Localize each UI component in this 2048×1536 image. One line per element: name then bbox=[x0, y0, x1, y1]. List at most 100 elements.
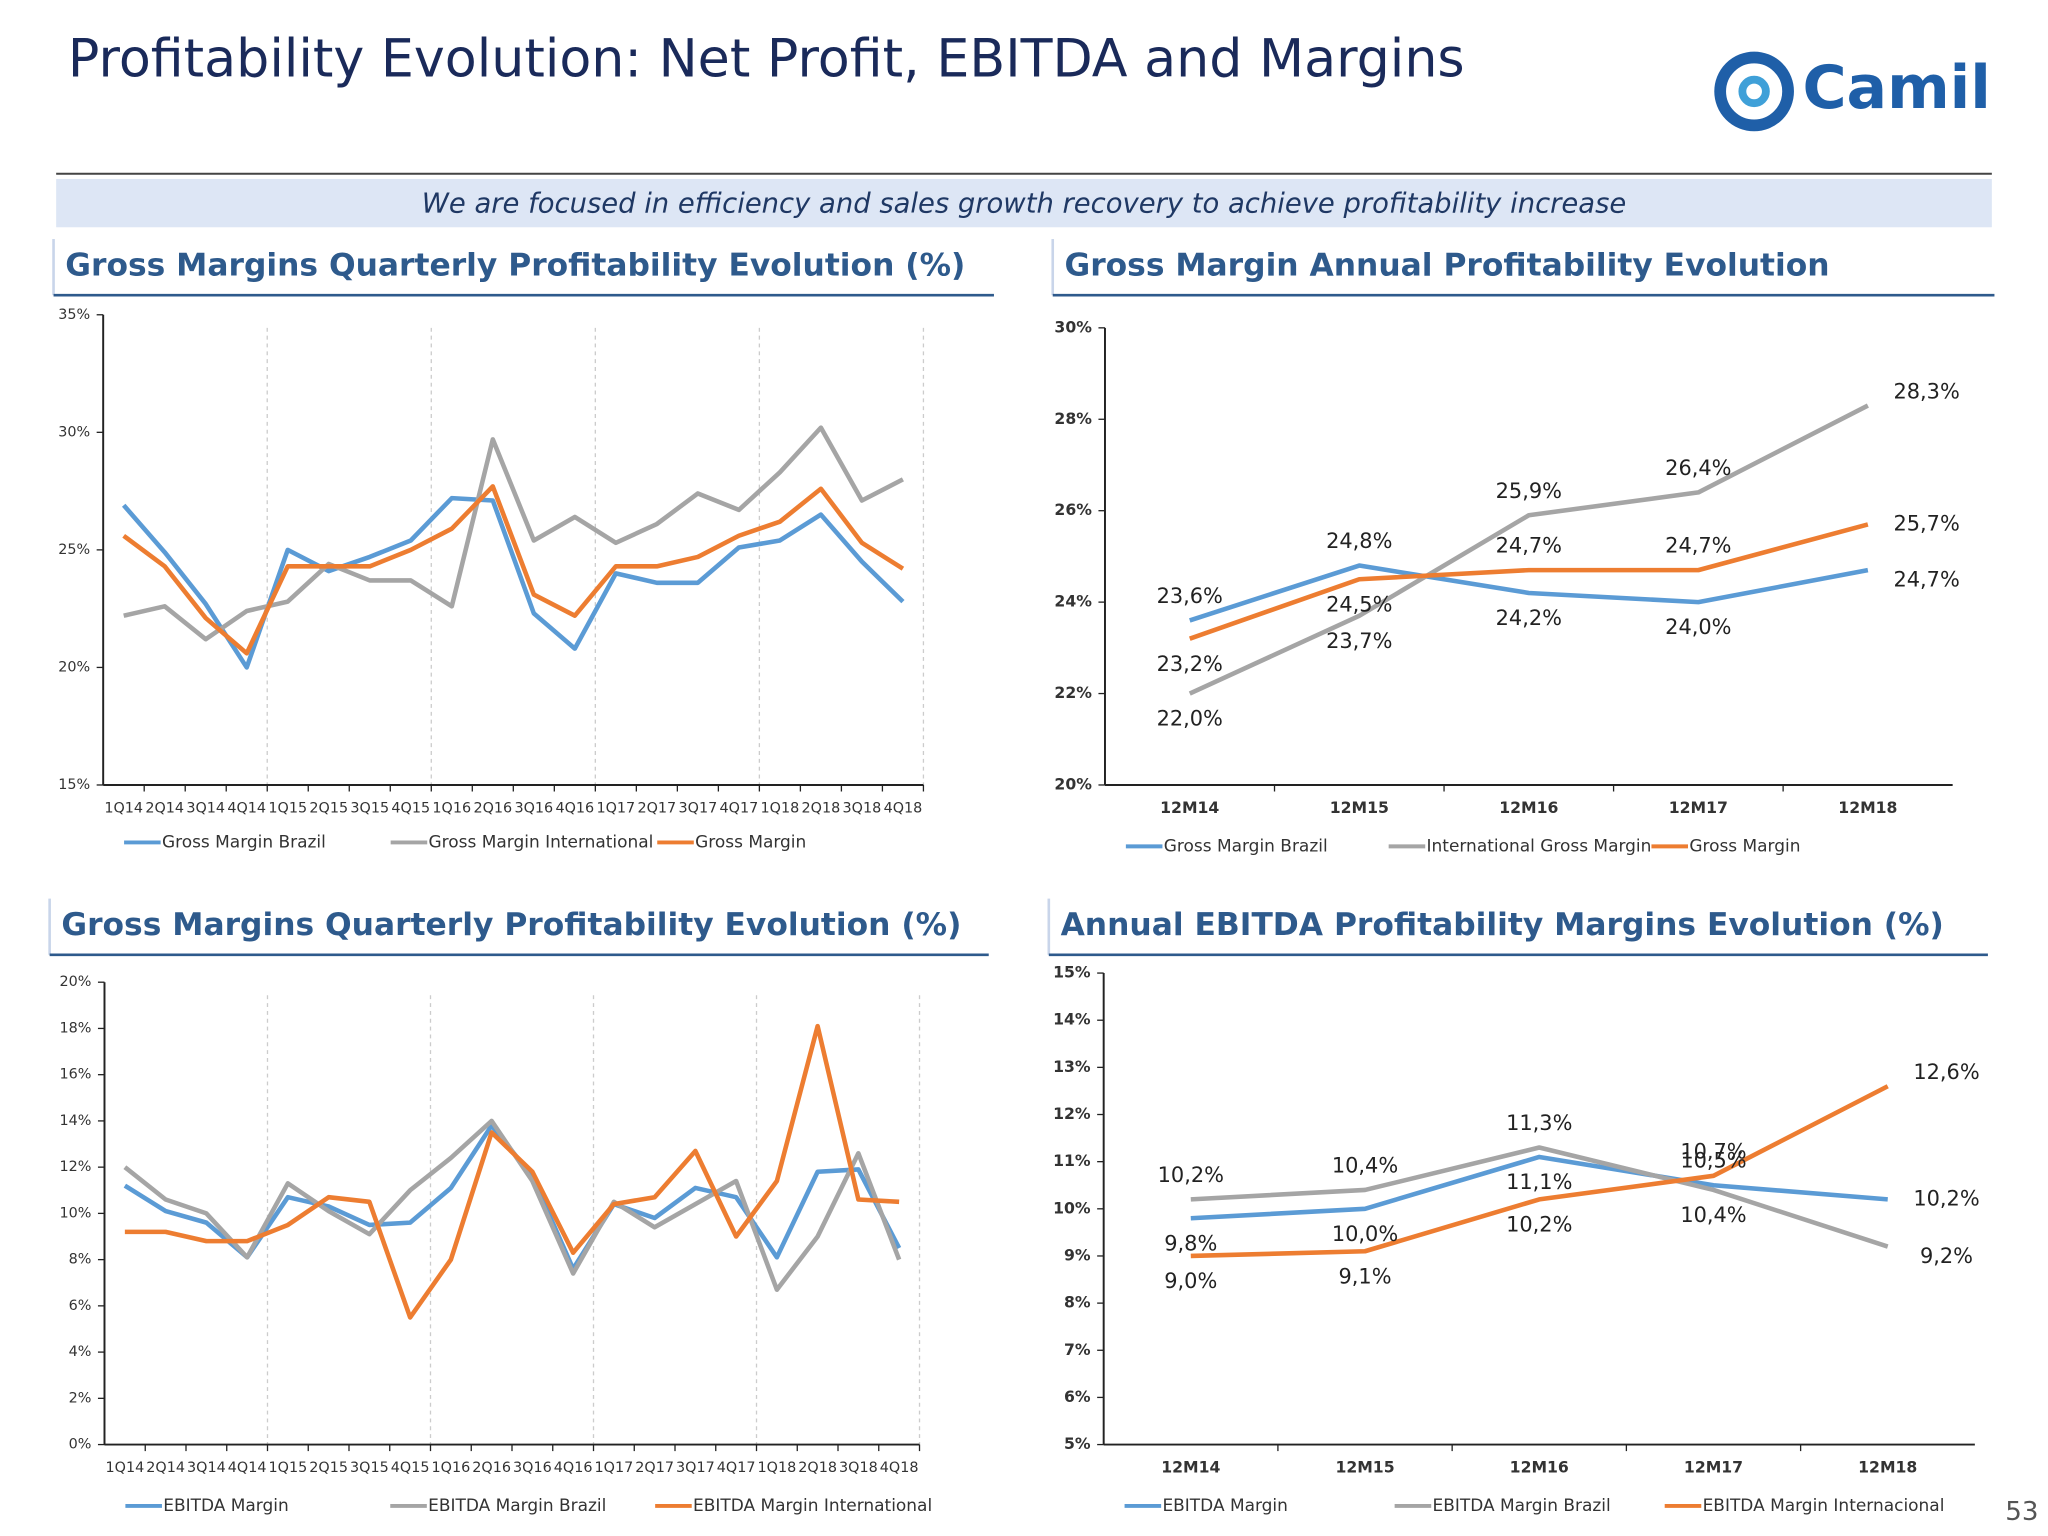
y-tick-label: 30% bbox=[58, 424, 90, 440]
chart-title: Gross Margins Quarterly Profitability Ev… bbox=[65, 247, 965, 283]
data-label: 24,0% bbox=[1665, 615, 1731, 639]
x-tick-label: 3Q14 bbox=[187, 1460, 226, 1476]
x-tick-label: 12M14 bbox=[1160, 798, 1219, 817]
x-tick-label: 12M15 bbox=[1330, 798, 1389, 817]
x-tick-label: 1Q14 bbox=[104, 800, 143, 816]
y-tick-label: 18% bbox=[60, 1020, 92, 1036]
y-tick-label: 15% bbox=[58, 777, 90, 793]
chart-title: Annual EBITDA Profitability Margins Evol… bbox=[1061, 907, 1944, 943]
data-label: 11,3% bbox=[1506, 1111, 1572, 1135]
series-line bbox=[123, 1118, 902, 1292]
x-tick-label: 4Q16 bbox=[554, 1460, 593, 1476]
data-label: 9,1% bbox=[1339, 1264, 1392, 1288]
series-line bbox=[121, 495, 905, 670]
data-label: 10,5% bbox=[1680, 1149, 1746, 1173]
x-tick-label: 4Q16 bbox=[555, 800, 594, 816]
x-tick-label: 2Q15 bbox=[309, 1460, 348, 1476]
x-tick-label: 12M17 bbox=[1669, 798, 1728, 817]
x-tick-label: 3Q15 bbox=[350, 1460, 389, 1476]
y-tick-label: 6% bbox=[69, 1298, 92, 1314]
subtitle: We are focused in efficiency and sales g… bbox=[422, 189, 1626, 220]
y-tick-label: 15% bbox=[1053, 963, 1091, 982]
data-label: 26,4% bbox=[1665, 456, 1731, 480]
x-tick-label: 4Q18 bbox=[880, 1460, 919, 1476]
data-label: 24,7% bbox=[1665, 534, 1731, 558]
data-label: 28,3% bbox=[1893, 379, 1959, 403]
x-tick-label: 1Q16 bbox=[432, 800, 471, 816]
y-tick-label: 24% bbox=[1054, 592, 1092, 611]
x-tick-label: 12M16 bbox=[1510, 1458, 1569, 1477]
legend-label: Gross Margin Brazil bbox=[162, 832, 326, 852]
x-tick-label: 2Q16 bbox=[472, 1460, 511, 1476]
x-tick-label: 3Q17 bbox=[676, 1460, 715, 1476]
data-label: 10,2% bbox=[1158, 1163, 1224, 1187]
legend-label: EBITDA Margin Internacional bbox=[1703, 1496, 1945, 1516]
y-tick-label: 5% bbox=[1064, 1434, 1091, 1453]
legend-label: EBITDA Margin Brazil bbox=[428, 1496, 606, 1516]
data-label: 24,8% bbox=[1326, 529, 1392, 553]
x-tick-label: 4Q15 bbox=[391, 800, 430, 816]
page-number: 53 bbox=[2005, 1497, 2038, 1527]
logo-ring bbox=[1714, 51, 1794, 132]
y-tick-label: 20% bbox=[1054, 774, 1092, 793]
x-tick-label: 2Q18 bbox=[798, 1460, 837, 1476]
x-tick-label: 1Q17 bbox=[596, 800, 635, 816]
logo-text: Camil bbox=[1802, 53, 1990, 123]
data-label: 9,8% bbox=[1164, 1231, 1217, 1255]
x-tick-label: 3Q18 bbox=[839, 1460, 878, 1476]
legend-label: International Gross Margin bbox=[1427, 836, 1652, 856]
x-tick-label: 1Q15 bbox=[268, 800, 307, 816]
legend-label: EBITDA Margin International bbox=[693, 1496, 932, 1516]
y-tick-label: 20% bbox=[58, 659, 90, 675]
y-tick-label: 12% bbox=[1053, 1104, 1091, 1123]
x-tick-label: 4Q14 bbox=[227, 800, 266, 816]
data-label: 25,9% bbox=[1496, 479, 1562, 503]
y-tick-label: 14% bbox=[1053, 1010, 1091, 1029]
y-tick-label: 26% bbox=[1054, 500, 1092, 519]
legend-label: Gross Margin bbox=[695, 832, 806, 852]
data-label: 10,2% bbox=[1913, 1186, 1979, 1210]
y-tick-label: 8% bbox=[1064, 1293, 1091, 1312]
data-label: 10,0% bbox=[1332, 1222, 1398, 1246]
x-tick-label: 1Q14 bbox=[106, 1460, 145, 1476]
y-tick-label: 10% bbox=[60, 1205, 92, 1221]
subtitle-band bbox=[56, 178, 1992, 228]
series-line bbox=[1190, 1154, 1888, 1221]
data-label: 10,4% bbox=[1332, 1153, 1398, 1177]
data-label: 24,7% bbox=[1496, 534, 1562, 558]
y-tick-label: 2% bbox=[69, 1390, 92, 1406]
legend-label: EBITDA Margin bbox=[163, 1496, 288, 1516]
x-tick-label: 12M16 bbox=[1499, 798, 1558, 817]
x-tick-label: 2Q16 bbox=[473, 800, 512, 816]
slide-title: Profitability Evolution: Net Profit, EBI… bbox=[68, 30, 1465, 90]
y-tick-label: 11% bbox=[1053, 1151, 1091, 1170]
y-tick-label: 7% bbox=[1064, 1340, 1091, 1359]
data-label: 10,7% bbox=[1680, 1139, 1746, 1163]
x-tick-label: 2Q17 bbox=[637, 800, 676, 816]
x-tick-label: 2Q14 bbox=[145, 800, 184, 816]
x-tick-label: 3Q16 bbox=[514, 800, 553, 816]
x-tick-label: 1Q15 bbox=[269, 1460, 308, 1476]
data-label: 23,7% bbox=[1326, 629, 1392, 653]
x-tick-label: 12M18 bbox=[1858, 1458, 1917, 1477]
x-tick-label: 2Q18 bbox=[802, 800, 841, 816]
x-tick-label: 3Q18 bbox=[843, 800, 882, 816]
x-tick-label: 4Q18 bbox=[884, 800, 923, 816]
x-tick-label: 2Q17 bbox=[635, 1460, 674, 1476]
y-tick-label: 22% bbox=[1054, 683, 1092, 702]
y-tick-label: 16% bbox=[60, 1067, 92, 1083]
x-tick-label: 3Q16 bbox=[513, 1460, 552, 1476]
series-line bbox=[1188, 403, 1869, 696]
y-tick-label: 10% bbox=[1053, 1198, 1091, 1217]
legend-label: Gross Margin International bbox=[429, 832, 654, 852]
x-tick-label: 2Q15 bbox=[309, 800, 348, 816]
logo-inner bbox=[1738, 75, 1770, 108]
data-label: 24,7% bbox=[1893, 568, 1959, 592]
x-tick-label: 4Q17 bbox=[720, 800, 759, 816]
legend-label: Gross Margin bbox=[1689, 836, 1800, 856]
x-tick-label: 1Q18 bbox=[758, 1460, 797, 1476]
y-tick-label: 28% bbox=[1054, 409, 1092, 428]
x-tick-label: 12M15 bbox=[1335, 1458, 1394, 1477]
